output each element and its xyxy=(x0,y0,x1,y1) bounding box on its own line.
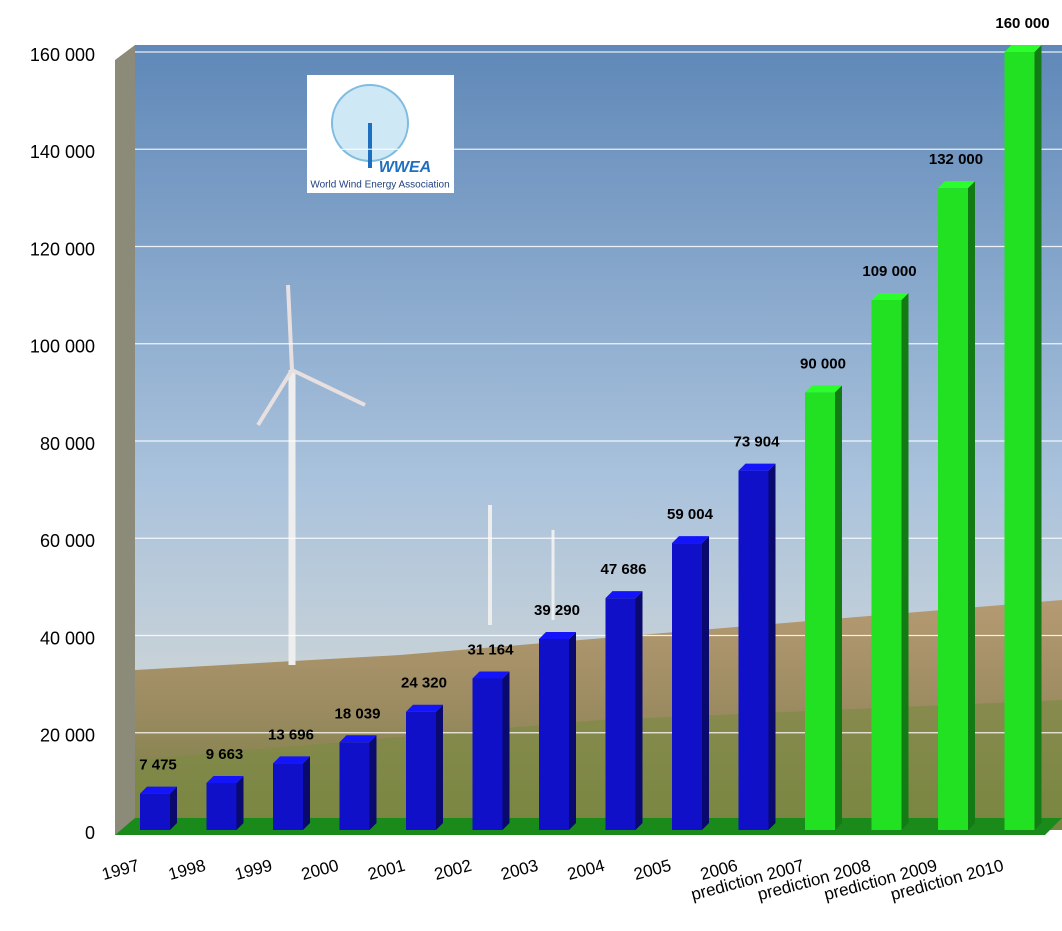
x-tick-label: 2002 xyxy=(432,856,473,884)
x-tick-label: 2001 xyxy=(366,856,407,884)
bar xyxy=(539,639,569,830)
bar-side xyxy=(436,705,443,830)
y-tick-label: 60 000 xyxy=(40,531,95,551)
bar-side xyxy=(902,293,909,830)
bar-side xyxy=(636,591,643,830)
x-tick-label: 2003 xyxy=(499,856,540,884)
value-label: 13 696 xyxy=(268,726,314,743)
bar xyxy=(340,742,370,830)
value-label: 73 904 xyxy=(734,434,781,451)
bar-side xyxy=(170,787,177,830)
logo-subtitle: World Wind Energy Association xyxy=(310,180,449,191)
value-label: 47 686 xyxy=(601,561,647,578)
value-label: 31 164 xyxy=(468,641,515,658)
bar-side xyxy=(237,776,244,830)
bar xyxy=(872,300,902,830)
y-tick-label: 160 000 xyxy=(30,45,95,65)
bar xyxy=(739,471,769,830)
value-label: 24 320 xyxy=(401,675,447,692)
bar xyxy=(140,794,170,830)
bar xyxy=(672,543,702,830)
value-label: 18 039 xyxy=(335,705,381,722)
bar-side xyxy=(702,536,709,830)
y-tick-label: 100 000 xyxy=(30,337,95,357)
x-tick-label: 1997 xyxy=(100,856,141,884)
bar xyxy=(1005,52,1035,830)
y-tick-label: 40 000 xyxy=(40,628,95,648)
value-label: 90 000 xyxy=(800,355,846,372)
value-label: 39 290 xyxy=(534,602,580,619)
background-photo xyxy=(115,45,1062,835)
bar xyxy=(406,712,436,830)
bar xyxy=(805,392,835,830)
value-label: 132 000 xyxy=(929,151,983,168)
bar-side xyxy=(569,632,576,830)
bar-side xyxy=(503,671,510,830)
y-tick-label: 20 000 xyxy=(40,726,95,746)
bar-side xyxy=(835,385,842,830)
bar xyxy=(273,763,303,830)
bar-side xyxy=(303,756,310,830)
value-label: 9 663 xyxy=(206,746,244,763)
y-tick-label: 80 000 xyxy=(40,434,95,454)
bar-side xyxy=(370,735,377,830)
y-tick-label: 0 xyxy=(85,823,95,843)
logo: WWEA World Wind Energy Association xyxy=(307,75,454,193)
value-label: 59 004 xyxy=(667,506,714,523)
bar-side xyxy=(769,464,776,830)
x-tick-label: 2000 xyxy=(299,856,340,884)
y-tick-label: 140 000 xyxy=(30,142,95,162)
value-label: 160 000 xyxy=(995,15,1049,32)
x-tick-label: 2004 xyxy=(565,856,606,884)
bar xyxy=(938,188,968,830)
value-label: 7 475 xyxy=(139,757,177,774)
x-tick-label: 1999 xyxy=(233,856,274,884)
bar-side xyxy=(1035,45,1042,830)
bar xyxy=(207,783,237,830)
logo-title: WWEA xyxy=(379,159,431,176)
value-label: 109 000 xyxy=(862,263,916,280)
bar-side xyxy=(968,181,975,830)
bar xyxy=(606,598,636,830)
y-tick-label: 120 000 xyxy=(30,239,95,259)
x-tick-label: 1998 xyxy=(166,856,207,884)
x-tick-label: 2005 xyxy=(632,856,673,884)
bar xyxy=(473,678,503,830)
chart: WWEA World Wind Energy Association 0 20 0… xyxy=(0,0,1062,931)
floor xyxy=(115,818,1062,835)
